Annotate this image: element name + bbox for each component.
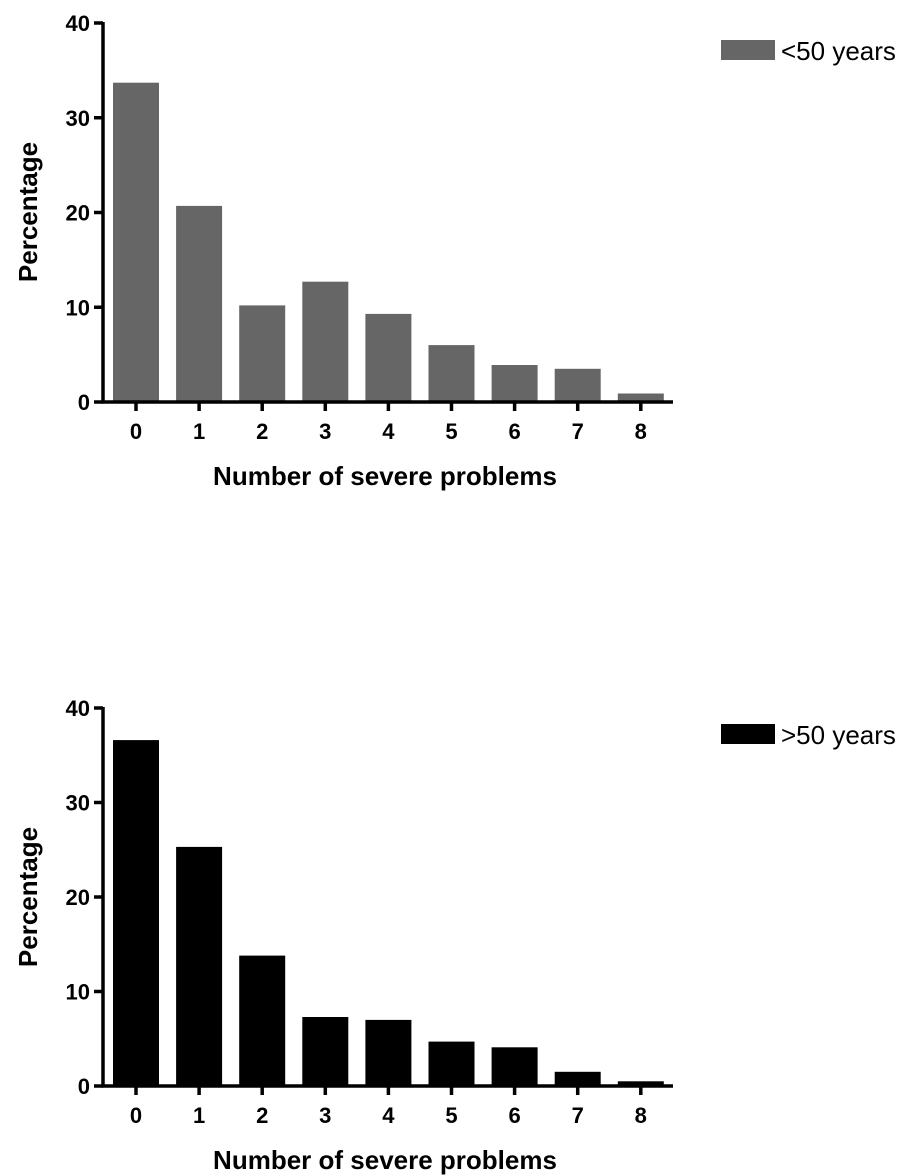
- legend-label: >50 years: [781, 720, 896, 750]
- x-tick-label: 0: [130, 419, 142, 444]
- x-tick-label: 0: [130, 1103, 142, 1128]
- x-tick-label: 5: [445, 1103, 457, 1128]
- x-tick-label: 3: [319, 1103, 331, 1128]
- x-tick-label: 2: [256, 1103, 268, 1128]
- chart-panel-over-50: 0 10 20 30 40 0 1 2 3 4 5 6 7 8 Percentage Number of…: [13, 696, 896, 1175]
- x-tick-label: 8: [635, 1103, 647, 1128]
- bar-3: [302, 1017, 349, 1086]
- x-tick-label: 6: [508, 419, 520, 444]
- legend-swatch: [721, 40, 775, 60]
- bar-2: [239, 955, 286, 1086]
- y-tick-label: 0: [78, 1074, 90, 1099]
- bar-2: [239, 305, 286, 402]
- y-tick-label: 40: [66, 696, 90, 721]
- bar-5: [428, 345, 475, 402]
- x-tick-label: 3: [319, 419, 331, 444]
- x-tick-label: 7: [572, 1103, 584, 1128]
- bar-6: [491, 365, 538, 402]
- bar-1: [176, 205, 223, 402]
- bar-4: [365, 313, 412, 402]
- y-tick-label: 30: [66, 106, 90, 131]
- legend-label: <50 years: [781, 36, 896, 66]
- y-tick-label: 10: [66, 295, 90, 320]
- x-axis-title: Number of severe problems: [213, 461, 557, 491]
- bar-group: [113, 82, 664, 402]
- y-tick-label: 20: [66, 885, 90, 910]
- x-tick-label: 2: [256, 419, 268, 444]
- bar-8: [617, 1081, 664, 1086]
- x-tick-group: 0 1 2 3 4 5 6 7 8: [130, 1086, 647, 1128]
- x-tick-group: 0 1 2 3 4 5 6 7 8: [130, 402, 647, 444]
- x-tick-label: 1: [193, 419, 205, 444]
- y-tick-label: 0: [78, 390, 90, 415]
- x-tick-label: 5: [445, 419, 457, 444]
- bar-4: [365, 1019, 412, 1086]
- y-tick-label: 30: [66, 791, 90, 816]
- bar-8: [617, 393, 664, 402]
- x-tick-label: 7: [572, 419, 584, 444]
- y-tick-group: 0 10 20 30 40: [66, 696, 103, 1099]
- bar-3: [302, 281, 349, 402]
- y-tick-label: 10: [66, 980, 90, 1005]
- x-tick-label: 6: [508, 1103, 520, 1128]
- y-tick-group: 0 10 20 30 40: [66, 11, 103, 415]
- legend-swatch: [721, 724, 775, 744]
- x-axis-title: Number of severe problems: [213, 1145, 557, 1175]
- x-tick-label: 1: [193, 1103, 205, 1128]
- chart-panel-under-50: 0 10 20 30 40 0 1 2 3 4 5 6 7 8 Percentage Number of…: [13, 11, 896, 491]
- legend: <50 years: [721, 36, 896, 66]
- bar-group: [113, 740, 664, 1086]
- y-axis-title: Percentage: [13, 142, 43, 282]
- bar-5: [428, 1041, 475, 1086]
- y-tick-label: 20: [66, 201, 90, 226]
- x-tick-label: 4: [382, 1103, 395, 1128]
- y-axis-title: Percentage: [13, 827, 43, 967]
- bar-0: [113, 82, 159, 402]
- bar-1: [176, 846, 223, 1086]
- x-tick-label: 4: [382, 419, 395, 444]
- bar-7: [554, 368, 601, 402]
- x-tick-label: 8: [635, 419, 647, 444]
- bar-7: [554, 1071, 601, 1086]
- bar-0: [113, 740, 159, 1086]
- bar-6: [491, 1047, 538, 1086]
- legend: >50 years: [721, 720, 896, 750]
- y-tick-label: 40: [66, 11, 90, 36]
